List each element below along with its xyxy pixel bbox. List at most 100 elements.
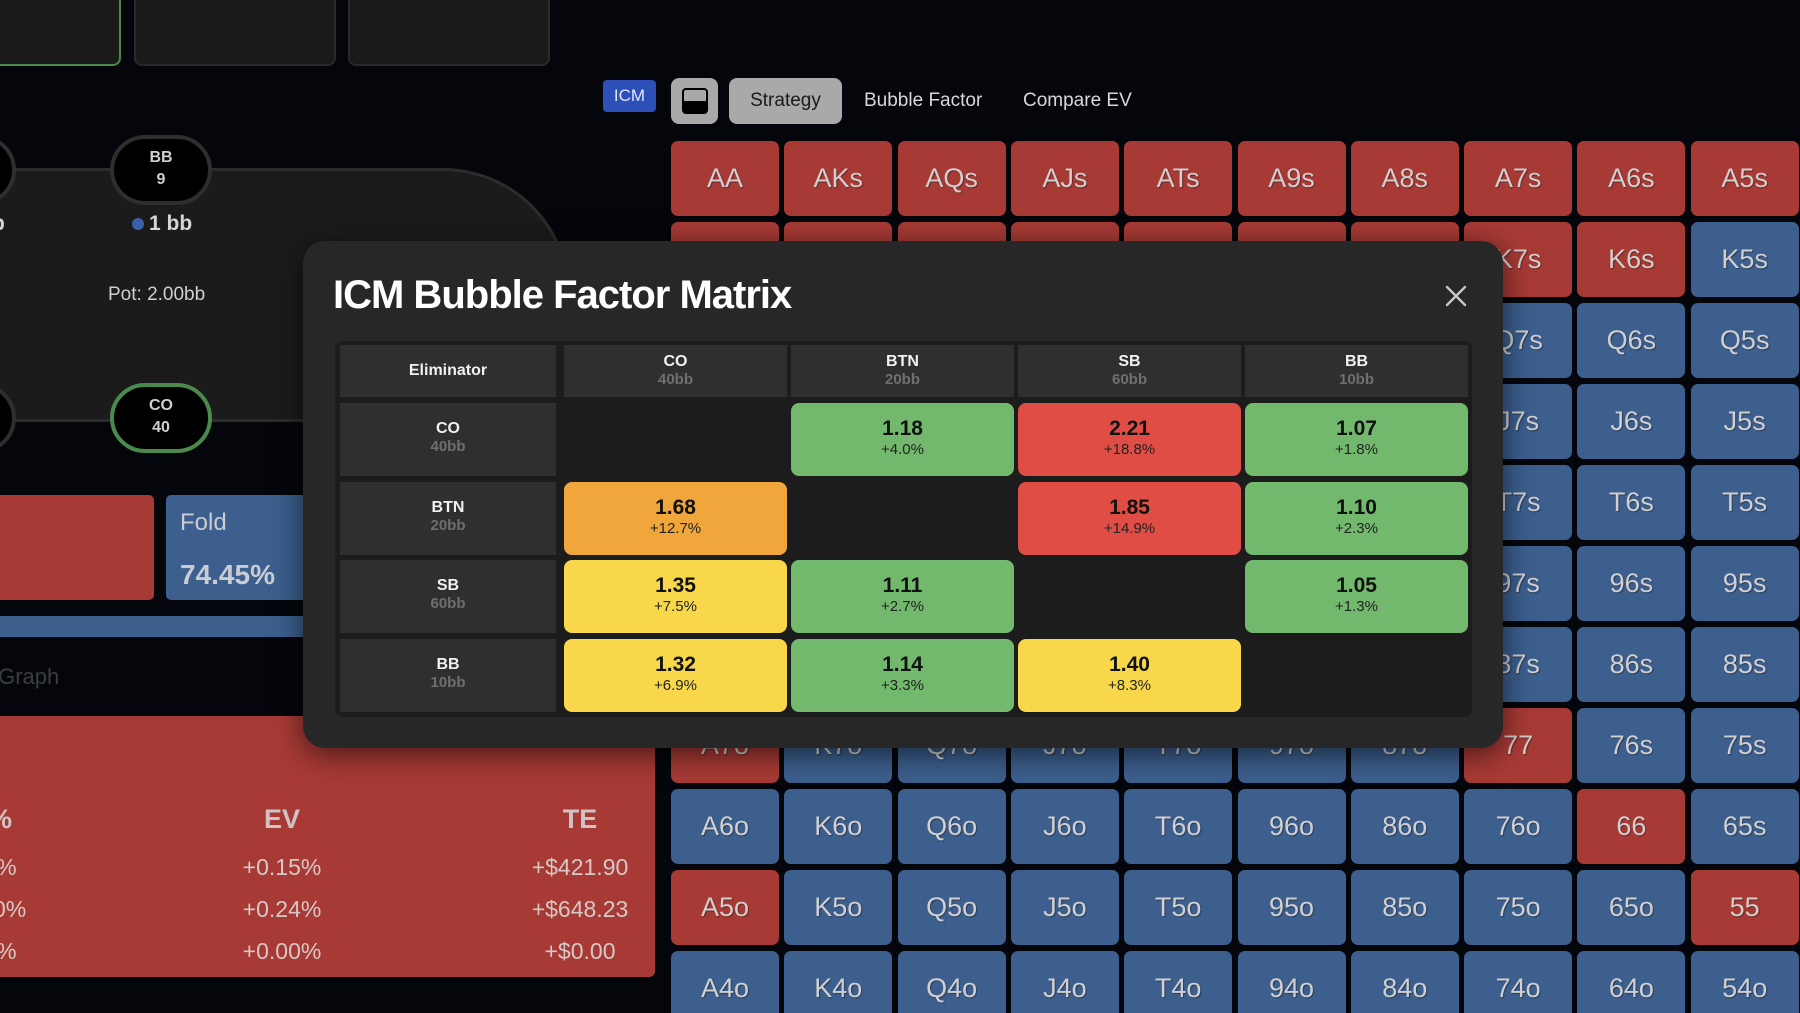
hand-cell[interactable]: AQs xyxy=(897,141,1006,216)
hand-cell[interactable]: 94o xyxy=(1237,951,1346,1013)
matrix-cell: 2.21 +18.8% xyxy=(1018,403,1241,476)
hand-cell[interactable]: K4o xyxy=(784,951,893,1013)
tab-compare-ev[interactable]: Compare EV xyxy=(1023,90,1132,111)
hand-cell[interactable]: T6o xyxy=(1124,789,1233,864)
hand-cell[interactable]: 85s xyxy=(1690,627,1799,702)
hand-cell[interactable]: J5s xyxy=(1690,384,1799,459)
hand-cell[interactable]: K6o xyxy=(784,789,893,864)
matrix-cell: 1.14 +3.3% xyxy=(791,639,1014,712)
hand-cell[interactable]: Q4o xyxy=(897,951,1006,1013)
seat-bet-partial: b xyxy=(0,212,5,236)
seat-stack: 9 xyxy=(156,171,166,188)
matrix-cell: 1.68 +12.7% xyxy=(564,482,787,555)
hand-cell[interactable]: 75o xyxy=(1464,870,1573,945)
hand-cell[interactable]: A9s xyxy=(1237,141,1346,216)
hand-cell[interactable]: 95s xyxy=(1690,546,1799,621)
hand-cell[interactable]: A4o xyxy=(671,951,779,1013)
hand-cell[interactable]: 84o xyxy=(1350,951,1459,1013)
hand-cell[interactable]: J6o xyxy=(1010,789,1119,864)
hand-cell[interactable]: 65s xyxy=(1690,789,1799,864)
action-card-allin-20[interactable]: Allin 20 xyxy=(134,0,336,66)
close-icon[interactable] xyxy=(1445,285,1467,307)
matrix-cell: 1.18 +4.0% xyxy=(791,403,1014,476)
matrix-cell: 1.10 +2.3% xyxy=(1245,482,1468,555)
matrix-row-header: BTN 20bb xyxy=(340,482,556,555)
hand-cell[interactable]: ATs xyxy=(1124,141,1233,216)
bubble-factor-modal: ICM Bubble Factor Matrix Eliminator CO 40… xyxy=(303,241,1503,748)
hand-cell[interactable]: Q5o xyxy=(897,870,1006,945)
tab-strategy[interactable]: Strategy xyxy=(729,78,842,124)
matrix-cell: 1.11 +2.7% xyxy=(791,560,1014,633)
hand-cell[interactable]: 86s xyxy=(1577,627,1686,702)
hand-cell[interactable]: T5o xyxy=(1124,870,1233,945)
action-fold-box[interactable]: Fold 74.45% xyxy=(166,495,326,600)
matrix-cell: 1.85 +14.9% xyxy=(1018,482,1241,555)
frequency-bar xyxy=(0,616,330,637)
hand-cell[interactable]: 95o xyxy=(1237,870,1346,945)
hand-cell[interactable]: 76o xyxy=(1464,789,1573,864)
matrix-column-header: SB 60bb xyxy=(1018,345,1241,397)
seat-position: CO xyxy=(149,397,173,414)
seat-stack: 40 xyxy=(152,419,170,436)
matrix-column-header: BTN 20bb xyxy=(791,345,1014,397)
hand-cell[interactable]: A8s xyxy=(1350,141,1459,216)
hand-cell[interactable]: 75s xyxy=(1690,708,1799,783)
hand-cell[interactable]: 55 xyxy=(1690,870,1799,945)
hand-cell[interactable]: AA xyxy=(671,141,779,216)
pot-size: Pot: 2.00bb xyxy=(108,284,206,305)
hand-cell[interactable]: 66 xyxy=(1577,789,1686,864)
hand-cell[interactable]: T5s xyxy=(1690,465,1799,540)
view-toggle-button[interactable] xyxy=(671,78,718,124)
matrix-corner-header: Eliminator xyxy=(340,345,556,397)
seat-bb[interactable]: BB 9 xyxy=(110,135,212,205)
hand-cell[interactable]: 74o xyxy=(1464,951,1573,1013)
hand-cell[interactable]: T4o xyxy=(1124,951,1233,1013)
hand-cell[interactable]: A6o xyxy=(671,789,779,864)
action-card-selected[interactable] xyxy=(0,0,121,66)
action-raise-box[interactable] xyxy=(0,495,154,600)
hand-cell[interactable]: Q6s xyxy=(1577,303,1686,378)
hand-cell[interactable]: J5o xyxy=(1010,870,1119,945)
matrix-cell: 1.35 +7.5% xyxy=(564,560,787,633)
seat-co-hero[interactable]: CO 40 xyxy=(110,383,212,453)
hand-cell[interactable]: 64o xyxy=(1577,951,1686,1013)
hand-cell[interactable]: Q6o xyxy=(897,789,1006,864)
hand-cell[interactable]: 96s xyxy=(1577,546,1686,621)
hand-cell[interactable]: 65o xyxy=(1577,870,1686,945)
hand-cell[interactable]: K5s xyxy=(1690,222,1799,297)
chip-icon xyxy=(132,218,144,230)
hand-cell[interactable]: A5s xyxy=(1690,141,1799,216)
hand-cell[interactable]: J6s xyxy=(1577,384,1686,459)
hand-cell[interactable]: A7s xyxy=(1464,141,1573,216)
seat-bet-bb: 1 bb xyxy=(132,212,192,236)
hand-cell[interactable]: AKs xyxy=(784,141,893,216)
icm-badge: ICM xyxy=(603,80,656,112)
ev-column-te: TE +$421.90 +$648.23 +$0.00 xyxy=(531,804,629,964)
matrix-row-header: BB 10bb xyxy=(340,639,556,712)
ev-summary-panel: % 0% 0.0% 0% EV +0.15% +0.24% +0.00% TE … xyxy=(0,716,655,977)
seat-position: BB xyxy=(149,149,173,166)
hand-cell[interactable]: 96o xyxy=(1237,789,1346,864)
fold-label: Fold xyxy=(180,509,227,536)
action-card-allin-30[interactable]: Allin 30 xyxy=(348,0,550,66)
hand-cell[interactable]: 54o xyxy=(1690,951,1799,1013)
split-view-icon xyxy=(681,88,708,114)
hand-cell[interactable]: Q5s xyxy=(1690,303,1799,378)
hand-cell[interactable]: 86o xyxy=(1350,789,1459,864)
equity-graph-label[interactable]: ity Graph xyxy=(0,664,60,689)
hand-cell[interactable]: K6s xyxy=(1577,222,1686,297)
fold-percentage: 74.45% xyxy=(180,559,275,590)
hand-cell[interactable]: T6s xyxy=(1577,465,1686,540)
tab-bubble-factor[interactable]: Bubble Factor xyxy=(864,90,983,111)
modal-title: ICM Bubble Factor Matrix xyxy=(333,273,792,317)
hand-cell[interactable]: AJs xyxy=(1010,141,1119,216)
matrix-row-header: SB 60bb xyxy=(340,560,556,633)
hand-cell[interactable]: 76s xyxy=(1577,708,1686,783)
hand-cell[interactable]: A6s xyxy=(1577,141,1686,216)
matrix-cell: 1.40 +8.3% xyxy=(1018,639,1241,712)
hand-cell[interactable]: 85o xyxy=(1350,870,1459,945)
hand-cell[interactable]: A5o xyxy=(671,870,779,945)
hand-cell[interactable]: J4o xyxy=(1010,951,1119,1013)
hand-cell[interactable]: K5o xyxy=(784,870,893,945)
